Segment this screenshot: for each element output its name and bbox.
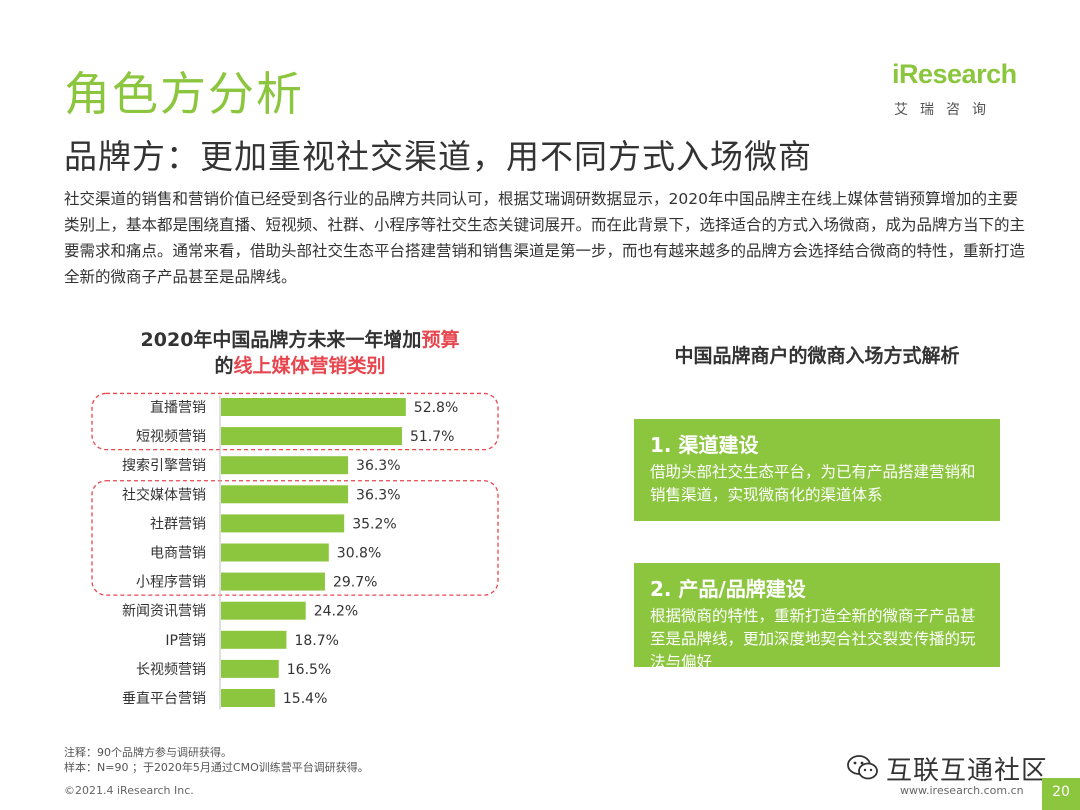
card-heading: 2. 产品/品牌建设 — [650, 577, 806, 601]
page-title: 角色方分析 — [64, 67, 304, 121]
value-label: 29.7% — [333, 575, 377, 591]
card-body: 根据微商的特性，重新打造全新的微商子产品甚至是品牌线，更加深度地契合社交裂变传播… — [650, 607, 976, 671]
bar — [221, 601, 306, 620]
value-label: 36.3% — [356, 458, 400, 474]
chart-title: 2020年中国品牌方未来一年增加预算 的线上媒体营销类别 — [90, 327, 510, 379]
bar — [221, 485, 349, 504]
footnotes: 注释：90个品牌方参与调研获得。 样本：N=90 ；于2020年5月通过CMO训… — [64, 745, 369, 775]
intro-paragraph: 社交渠道的销售和营销价值已经受到各行业的品牌方共同认可，根据艾瑞调研数据显示，2… — [64, 190, 1026, 286]
value-label: 35.2% — [352, 516, 396, 532]
bar-chart: 直播营销 52.8% 短视频营销 51.7% 搜索引擎营销 36.3% 社交媒体营销 36.3… — [91, 392, 499, 710]
website-link[interactable]: www.iresearch.com.cn — [900, 784, 1024, 797]
value-label: 51.7% — [410, 429, 454, 445]
bar — [221, 456, 349, 475]
bar — [221, 514, 345, 533]
sample-line: 样本：N=90 ；于2020年5月通过CMO训练营平台调研获得。 — [64, 761, 369, 774]
page-subtitle: 品牌方：更加重视社交渠道，用不同方式入场微商 — [64, 137, 812, 176]
highlight-group-1 — [91, 392, 499, 451]
logo-sub: 艾瑞咨询 — [894, 102, 998, 118]
bar — [221, 398, 406, 416]
chart-title-part1: 2020年中国品牌方未来一年增加 — [140, 329, 422, 351]
category-label: 短视频营销 — [136, 429, 206, 445]
chart-title-part4: 线上媒体营销类别 — [233, 355, 386, 377]
right-title: 中国品牌商户的微商入场方式解析 — [674, 345, 960, 367]
category-label: 搜索引擎营销 — [122, 457, 206, 474]
category-label: 社交媒体营销 — [122, 486, 206, 503]
category-label: 社群营销 — [150, 516, 206, 532]
product-brand-building-card: 2. 产品/品牌建设 根据微商的特性，重新打造全新的微商子产品甚至是品牌线，更加… — [634, 563, 1000, 671]
card-heading: 1. 渠道建设 — [650, 433, 759, 457]
bar — [221, 689, 275, 707]
category-label: 新闻资讯营销 — [122, 604, 206, 620]
value-label: 24.2% — [314, 604, 358, 620]
bar — [221, 427, 402, 446]
chart-title-part3: 的 — [214, 355, 234, 377]
category-label: 垂直平台营销 — [122, 690, 206, 707]
value-label: 36.3% — [356, 487, 400, 503]
bar — [221, 630, 287, 649]
value-label: 52.8% — [414, 400, 458, 416]
iresearch-logo: iResearch 艾瑞咨询 — [892, 55, 1032, 125]
copyright: ©2021.4 iResearch Inc. — [64, 784, 194, 797]
logo-brand: iResearch — [892, 59, 1017, 89]
bar — [221, 659, 279, 678]
wechat-icon — [847, 755, 878, 780]
card-body: 借助头部社交生态平台，为已有产品搭建营销和销售渠道，实现微商化的渠道体系 — [650, 463, 976, 504]
page-number: 20 — [1042, 778, 1080, 810]
note-line: 注释：90个品牌方参与调研获得。 — [64, 746, 232, 759]
watermark-text: 互联互通社区 — [886, 755, 1049, 786]
wechat-watermark: 互联互通社区 — [846, 752, 1049, 786]
category-label: 电商营销 — [150, 546, 206, 562]
highlight-group-2 — [91, 480, 499, 596]
bar — [221, 572, 325, 591]
chart-title-part2: 预算 — [421, 329, 460, 351]
category-label: 直播营销 — [150, 399, 206, 416]
value-label: 15.4% — [283, 691, 327, 707]
category-label: 小程序营销 — [136, 575, 206, 591]
category-label: 长视频营销 — [136, 662, 206, 678]
category-label: IP营销 — [165, 633, 206, 649]
bar — [221, 543, 329, 562]
value-label: 18.7% — [294, 633, 338, 649]
channel-building-card: 1. 渠道建设 借助头部社交生态平台，为已有产品搭建营销和销售渠道，实现微商化的… — [634, 419, 1000, 521]
value-label: 30.8% — [337, 546, 381, 562]
value-label: 16.5% — [287, 662, 331, 678]
